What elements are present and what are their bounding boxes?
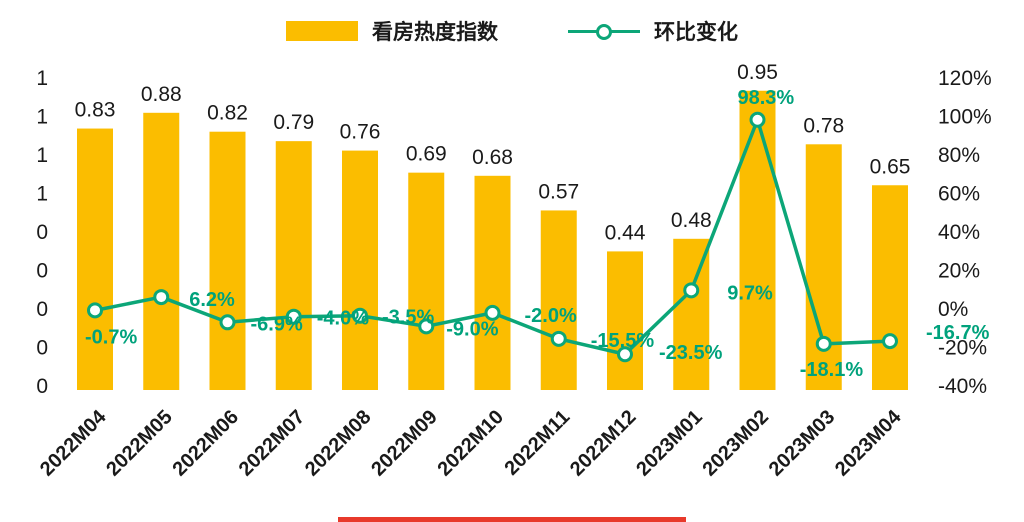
line-point-icon	[882, 333, 898, 350]
pct-change-label: -4.0%	[317, 308, 369, 330]
pct-change-label: -6.9%	[251, 313, 303, 335]
line-point-icon	[550, 330, 567, 347]
x-axis-label: 2022M11	[501, 406, 575, 480]
y-axis-tick-left: 1	[36, 106, 48, 129]
line-point-icon	[749, 111, 766, 128]
pct-change-label: -0.7%	[85, 326, 137, 348]
bar-value-label: 0.95	[737, 61, 778, 84]
y-axis-tick-left: 1	[36, 183, 48, 206]
y-axis-tick-right: 120%	[938, 67, 992, 90]
bar-value-label: 0.76	[340, 121, 381, 144]
pct-change-label: -16.7%	[926, 322, 990, 344]
bar	[540, 210, 577, 390]
x-axis-label: 2022M09	[367, 406, 442, 481]
bar	[474, 175, 511, 390]
bar	[739, 90, 776, 390]
line-point-icon	[352, 307, 368, 324]
pct-change-label: 98.3%	[738, 87, 795, 109]
pct-change-label: -3.5%	[382, 307, 434, 329]
bar-value-label: 0.48	[671, 209, 712, 232]
bar	[805, 144, 842, 390]
line-swatch-marker-icon	[596, 24, 612, 40]
legend-item-line: 环比变化	[568, 16, 738, 46]
bar	[143, 112, 180, 391]
bar-value-label: 0.79	[273, 111, 314, 134]
bar-series-swatch	[286, 21, 358, 41]
bar-value-label: 0.83	[75, 99, 116, 122]
x-axis-label: 2023M02	[699, 406, 774, 481]
x-axis-label: 2023M04	[831, 405, 906, 480]
pct-change-label: 6.2%	[189, 289, 235, 311]
bar-value-label: 0.44	[605, 221, 646, 244]
pct-change-label: -15.5%	[591, 330, 655, 352]
bar	[209, 131, 246, 390]
y-axis-tick-left: 0	[36, 375, 48, 398]
pct-change-label: -18.1%	[800, 359, 864, 381]
y-axis-tick-left: 1	[36, 67, 48, 90]
x-axis-label: 2022M08	[301, 406, 376, 481]
line-point-icon	[617, 346, 633, 363]
bar	[275, 141, 312, 390]
y-axis-tick-left: 1	[36, 144, 48, 167]
bar	[408, 172, 445, 390]
bar-value-label: 0.88	[141, 83, 182, 106]
pct-change-label: -9.0%	[446, 318, 498, 340]
bar-value-label: 0.68	[472, 146, 513, 169]
line-point-icon	[87, 302, 103, 319]
bar	[77, 128, 113, 391]
bar	[342, 150, 378, 390]
x-axis-label: 2022M04	[36, 405, 111, 480]
y-axis-tick-right: 80%	[938, 144, 980, 167]
bar	[607, 251, 643, 390]
y-axis-tick-right: -40%	[938, 375, 987, 398]
line-point-icon	[484, 304, 501, 321]
x-axis-label: 2022M07	[235, 406, 310, 481]
x-axis-label: 2023M01	[632, 406, 707, 481]
bar	[872, 185, 908, 390]
bar-value-label: 0.65	[870, 155, 911, 178]
line-point-icon	[153, 289, 170, 306]
y-axis-tick-left: 0	[36, 298, 48, 321]
legend: 看房热度指数 环比变化	[0, 16, 1024, 46]
pct-change-label: -2.0%	[525, 305, 577, 327]
y-axis-tick-right: 40%	[938, 221, 980, 244]
bar-value-label: 0.57	[538, 180, 579, 203]
x-axis-label: 2022M05	[102, 406, 177, 481]
bottom-red-rule	[338, 517, 686, 522]
y-axis-tick-right: 20%	[938, 260, 980, 283]
bar-series-label: 看房热度指数	[372, 21, 498, 44]
line-point-icon	[815, 335, 832, 352]
pct-change-label: -23.5%	[659, 342, 723, 364]
x-axis-label: 2022M12	[566, 406, 641, 481]
y-axis-tick-right: 100%	[938, 106, 992, 129]
line-point-icon	[219, 314, 236, 331]
y-axis-tick-right: -20%	[938, 337, 987, 360]
line-point-icon	[418, 318, 435, 335]
bar-value-label: 0.69	[406, 143, 447, 166]
x-axis-label: 2022M06	[169, 406, 244, 481]
bar-value-label: 0.82	[207, 102, 248, 125]
y-axis-tick-left: 0	[36, 221, 48, 244]
legend-item-bar: 看房热度指数	[286, 16, 498, 46]
line-point-icon	[285, 308, 302, 325]
x-axis-label: 2023M03	[765, 406, 840, 481]
line-point-icon	[683, 282, 700, 299]
x-axis-label: 2022M10	[434, 406, 509, 481]
y-axis-tick-right: 0%	[938, 298, 968, 321]
y-axis-tick-left: 0	[36, 260, 48, 283]
line-series-swatch	[568, 21, 640, 41]
pct-change-label: 9.7%	[727, 282, 773, 304]
bar-value-label: 0.78	[803, 114, 844, 137]
line-series-label: 环比变化	[654, 21, 738, 44]
y-axis-tick-left: 0	[36, 337, 48, 360]
y-axis-tick-right: 60%	[938, 183, 980, 206]
